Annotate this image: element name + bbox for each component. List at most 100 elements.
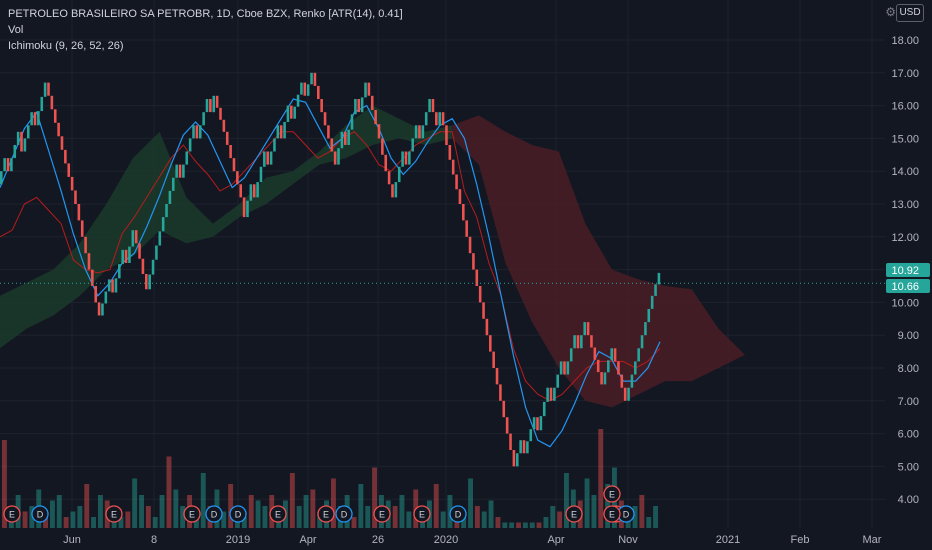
time-axis[interactable]: Jun 8 2019 Apr 26 2020 Apr Nov 2021 Feb Mar	[63, 534, 882, 546]
dividend-marker[interactable]: D	[335, 505, 353, 523]
brick-down	[80, 220, 84, 237]
brick-up	[556, 374, 560, 388]
brick-down	[576, 335, 580, 349]
brick-up	[121, 249, 124, 265]
brick-up	[202, 112, 205, 126]
brick-down	[236, 171, 239, 185]
brick-up	[40, 96, 44, 112]
volume-bar	[63, 517, 69, 528]
earnings-marker[interactable]: E	[3, 505, 21, 523]
brick-up	[249, 184, 253, 201]
brick-down	[50, 95, 54, 110]
brick-up	[364, 82, 367, 98]
currency-button[interactable]: USD	[896, 4, 924, 22]
brick-down	[242, 197, 246, 218]
brick-up	[640, 335, 644, 349]
brick-down	[418, 125, 421, 139]
brick-down	[303, 82, 307, 96]
dividend-marker[interactable]: D	[31, 505, 49, 523]
event-label: E	[189, 510, 195, 520]
brick-up	[347, 129, 350, 145]
brick-down	[502, 400, 506, 418]
brick-down	[468, 236, 472, 254]
brick-down	[215, 95, 219, 108]
dividend-marker[interactable]: D	[205, 505, 223, 523]
brick-down	[377, 124, 381, 139]
y-tick-label: 17.00	[891, 68, 919, 80]
volume-bar	[488, 500, 494, 528]
volume-bar	[522, 522, 528, 528]
brick-down	[111, 279, 114, 293]
y-tick-label: 12.00	[891, 232, 919, 244]
event-label: E	[9, 510, 15, 520]
brick-down	[384, 154, 388, 172]
dividend-marker[interactable]: D	[449, 505, 467, 523]
volume-bar	[468, 478, 473, 528]
brick-down	[458, 189, 462, 204]
brick-up	[306, 84, 310, 96]
brick-down	[141, 258, 145, 274]
brick-up	[515, 453, 519, 467]
brick-up	[16, 131, 20, 145]
brick-down	[445, 125, 448, 145]
brick-up	[26, 125, 30, 139]
brick-down	[53, 109, 57, 123]
brick-down	[6, 158, 10, 172]
volume-bar	[56, 495, 62, 528]
volume-bar	[557, 511, 563, 528]
volume-bar	[70, 511, 76, 528]
brick-up	[401, 151, 404, 167]
brick-up	[354, 99, 357, 115]
brick-up	[573, 335, 576, 349]
volume-bar	[632, 506, 638, 528]
brick-up	[408, 151, 411, 165]
brick-down	[252, 184, 256, 198]
brick-up	[553, 387, 556, 401]
brick-up	[296, 94, 300, 107]
brick-down	[330, 138, 334, 152]
earnings-marker[interactable]: E	[269, 505, 287, 523]
brick-up	[300, 82, 303, 95]
earnings-marker[interactable]: E	[317, 505, 335, 523]
earnings-marker[interactable]: E	[183, 505, 201, 523]
brick-up	[43, 82, 47, 97]
brick-up	[161, 217, 165, 232]
brick-down	[97, 302, 101, 316]
brick-up	[182, 164, 185, 178]
gear-icon[interactable]: ⚙	[885, 5, 896, 19]
brick-down	[239, 184, 243, 198]
dividend-marker[interactable]: D	[229, 505, 247, 523]
volume-bar	[474, 506, 480, 528]
earnings-marker[interactable]: E	[373, 505, 391, 523]
brick-down	[209, 99, 212, 113]
brick-down	[20, 131, 23, 152]
price-tag-label: 10.66	[891, 281, 919, 293]
y-tick-label: 7.00	[898, 396, 919, 408]
volume-bar	[132, 478, 138, 528]
brick-up	[546, 387, 549, 402]
brick-down	[84, 236, 87, 254]
volume-bar	[255, 500, 261, 528]
earnings-marker[interactable]: E	[603, 485, 621, 503]
brick-down	[404, 151, 408, 165]
earnings-marker[interactable]: E	[413, 505, 431, 523]
ichimoku-cloud	[0, 105, 745, 408]
brick-down	[441, 112, 445, 126]
volume-bar	[241, 517, 247, 528]
y-tick-label: 14.00	[891, 166, 919, 178]
volume-bar	[495, 517, 501, 528]
volume-bar	[303, 495, 309, 528]
earnings-marker[interactable]: E	[603, 505, 621, 523]
volume-bar	[84, 484, 90, 528]
earnings-marker[interactable]: E	[565, 505, 583, 523]
x-tick-label: 2020	[434, 534, 458, 546]
brick-up	[603, 372, 607, 385]
volume-bar	[502, 522, 508, 528]
brick-up	[283, 122, 286, 139]
brick-up	[269, 151, 273, 165]
earnings-marker[interactable]: E	[105, 505, 123, 523]
x-tick-label: Jun	[63, 534, 81, 546]
brick-up	[539, 416, 543, 431]
